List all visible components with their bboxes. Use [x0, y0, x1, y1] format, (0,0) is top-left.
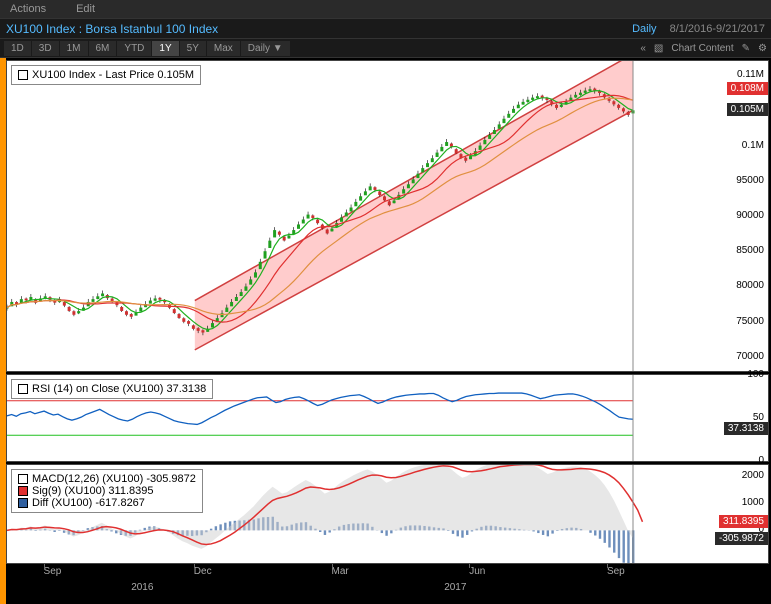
timeframe-1y[interactable]: 1Y — [152, 41, 178, 56]
menu-actions[interactable]: Actions — [10, 3, 46, 15]
menubar: Actions Edit — [0, 0, 771, 18]
timeframe-1m[interactable]: 1M — [60, 41, 88, 56]
price-panel[interactable]: XU100 Index - Last Price 0.105M 0.11M0.1… — [6, 60, 769, 372]
rsi-legend: RSI (14) on Close (XU100) 37.3138 — [11, 379, 213, 399]
macd-panel[interactable]: MACD(12,26) (XU100) -305.9872Sig(9) (XU1… — [6, 464, 769, 564]
timeframe-5y[interactable]: 5Y — [180, 41, 206, 56]
chart-title: XU100 Index : Borsa Istanbul 100 Index — [6, 22, 218, 36]
macd-legend: MACD(12,26) (XU100) -305.9872Sig(9) (XU1… — [11, 469, 203, 513]
price-legend: XU100 Index - Last Price 0.105M — [11, 65, 201, 85]
titlebar: XU100 Index : Borsa Istanbul 100 Index D… — [0, 18, 771, 38]
menu-edit[interactable]: Edit — [76, 3, 95, 15]
timeframe-3d[interactable]: 3D — [32, 41, 59, 56]
timeframe-ytd[interactable]: YTD — [117, 41, 151, 56]
timeframe-buttons: 1D3D1M6MYTD1Y5YMaxDaily ▼ — [4, 41, 290, 56]
x-axis: SepDecMarJunSep20162017 — [6, 564, 771, 600]
chart-content-button[interactable]: Chart Content — [671, 43, 733, 54]
timeframe-daily[interactable]: Daily ▼ — [241, 41, 290, 56]
timeframe-1d[interactable]: 1D — [4, 41, 31, 56]
rsi-panel[interactable]: RSI (14) on Close (XU100) 37.3138 050100… — [6, 374, 769, 462]
timeframe-max[interactable]: Max — [207, 41, 240, 56]
gear-icon[interactable]: ⚙ — [758, 43, 767, 54]
timeframe-6m[interactable]: 6M — [89, 41, 117, 56]
toolbar-right: « ▧ Chart Content ✎ ⚙ — [640, 43, 767, 54]
chevron-left-icon[interactable]: « — [640, 43, 646, 54]
edit-icon[interactable]: ✎ — [742, 43, 750, 54]
chart-icon[interactable]: ▧ — [654, 43, 663, 54]
chart-area: XU100 Index - Last Price 0.105M 0.11M0.1… — [0, 58, 771, 604]
chart-range: Daily 8/1/2016-9/21/2017 — [632, 23, 765, 35]
toolbar: 1D3D1M6MYTD1Y5YMaxDaily ▼ « ▧ Chart Cont… — [0, 38, 771, 58]
